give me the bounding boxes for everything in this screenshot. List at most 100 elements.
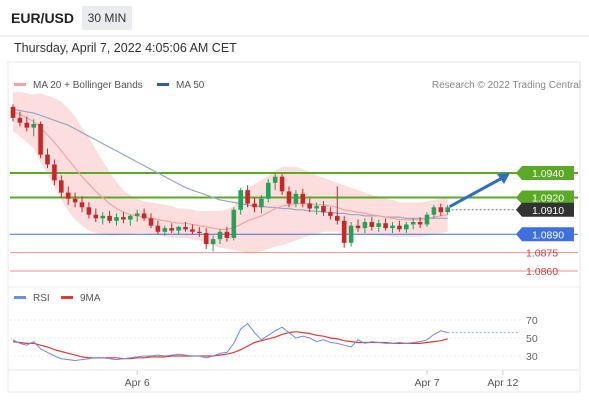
candle	[148, 213, 154, 229]
candle	[390, 222, 395, 234]
candle	[24, 116, 30, 132]
candle	[183, 222, 188, 232]
candle-body	[134, 213, 140, 216]
bollinger-bands	[13, 92, 448, 253]
candle	[383, 218, 388, 231]
chart-frame-border	[7, 61, 581, 393]
candle-body	[328, 212, 333, 216]
candle-body	[45, 154, 50, 165]
candle-body	[369, 222, 375, 227]
candle	[335, 186, 340, 225]
candle	[369, 217, 375, 231]
candle-body	[38, 124, 43, 155]
candle-body	[341, 220, 347, 243]
legend-swatch-ma50	[157, 83, 169, 86]
candle	[376, 219, 381, 232]
candle-body	[203, 233, 209, 245]
candle	[279, 174, 285, 196]
candle-body	[293, 193, 299, 204]
level-label-bg	[516, 202, 574, 217]
candle-body	[197, 231, 202, 234]
candle-body	[79, 202, 85, 208]
candle	[231, 207, 237, 241]
candle	[438, 203, 444, 216]
candle	[134, 209, 140, 222]
candle-body	[362, 222, 368, 229]
candle	[141, 208, 147, 221]
level-label-bg	[516, 166, 574, 180]
rsi-tick-label: 70	[526, 315, 538, 327]
legend-label-9ma: 9MA	[80, 293, 101, 304]
candle-body	[383, 223, 388, 229]
candle	[162, 225, 168, 236]
candle	[314, 202, 319, 215]
x-tick-label: Apr 12	[487, 377, 518, 389]
candle	[341, 215, 347, 248]
candle-body	[355, 225, 361, 229]
candle	[259, 195, 264, 214]
candle-body	[114, 217, 119, 221]
candle	[59, 175, 64, 198]
rsi-legend: RSI 9MA	[14, 293, 101, 304]
timeframe-button[interactable]: 30 MIN	[82, 6, 132, 30]
candle-body	[72, 198, 78, 203]
forecast-arrow-head	[497, 173, 510, 184]
candle-body	[65, 192, 71, 199]
candle-body	[335, 215, 340, 221]
candle	[86, 202, 92, 219]
candle-body	[238, 190, 243, 210]
candle	[190, 224, 195, 235]
candle	[128, 214, 133, 226]
candle-body	[272, 176, 278, 183]
candle	[203, 228, 209, 249]
candle	[224, 226, 230, 242]
level-label-1.0860: 1.0860	[526, 266, 558, 278]
candle	[10, 104, 16, 122]
credit-text: Research © 2022 Trading Central	[432, 80, 581, 91]
rsi-grid: 70 50 30	[10, 315, 538, 363]
legend-swatch-9ma	[61, 296, 73, 299]
candle-body	[404, 224, 409, 230]
candle	[266, 179, 271, 203]
level-label-1.0875: 1.0875	[526, 248, 558, 260]
candle-body	[224, 231, 230, 238]
candle-body	[121, 217, 126, 220]
candle-body	[231, 209, 237, 238]
candle	[155, 220, 161, 235]
candle-body	[141, 213, 147, 219]
level-label-1.0940: 1.0940	[516, 166, 574, 180]
candle	[72, 192, 78, 208]
candle-body	[438, 207, 444, 213]
candle-body	[424, 214, 430, 225]
level-label-bg	[516, 227, 574, 242]
candle-body	[24, 122, 30, 128]
candle	[52, 159, 57, 186]
candle-body	[300, 193, 306, 204]
legend-label-ma20: MA 20 + Bollinger Bands	[33, 80, 143, 91]
candle-body	[183, 226, 188, 230]
candle-body	[210, 239, 216, 245]
candle	[404, 222, 409, 234]
x-tick-label: Apr 6	[125, 377, 150, 389]
candle	[197, 226, 202, 237]
candle-body	[321, 206, 326, 213]
level-label-text: 1.0940	[532, 168, 564, 180]
candle-body	[100, 215, 105, 219]
candle	[65, 186, 71, 205]
candle-body	[86, 207, 92, 215]
legend-label-ma50: MA 50	[176, 80, 205, 91]
level-label-bg	[516, 190, 574, 205]
level-label-1.0910: 1.0910	[516, 202, 574, 217]
forecast-arrow	[449, 173, 510, 208]
candle	[114, 213, 119, 226]
x-axis: Apr 6 Apr 7 Apr 12	[125, 370, 519, 389]
candle-body	[10, 106, 16, 118]
candle	[79, 196, 85, 213]
candle-body	[148, 218, 154, 226]
candle	[252, 197, 257, 213]
candle-body	[348, 225, 354, 243]
x-tick-label: Apr 7	[414, 377, 439, 389]
candle-body	[245, 190, 250, 204]
